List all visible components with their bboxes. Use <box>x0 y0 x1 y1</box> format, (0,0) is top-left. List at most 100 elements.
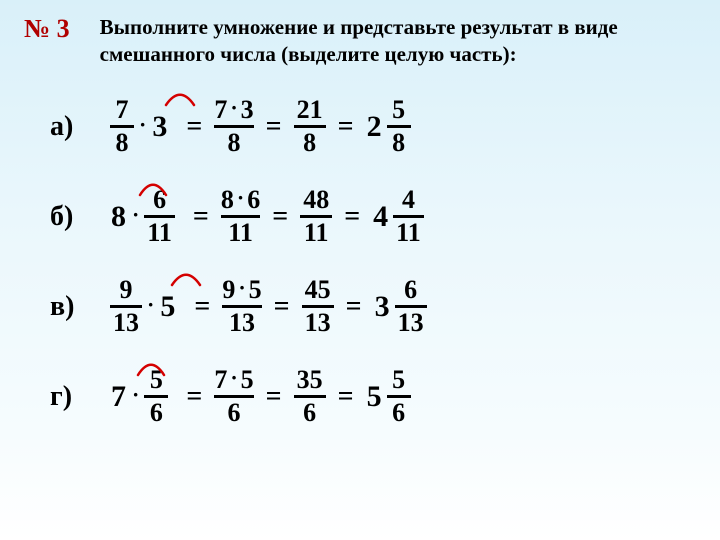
numerator: 6 <box>401 277 420 303</box>
row-label: а) <box>50 111 102 143</box>
numerator-product: 7 · 5 <box>214 367 253 393</box>
numerator: 5 <box>147 367 166 393</box>
denominator: 13 <box>226 310 258 336</box>
row-label: г) <box>50 381 102 413</box>
instruction-text: Выполните умножение и представьте резуль… <box>100 14 696 69</box>
problem-number: № 3 <box>24 14 70 44</box>
denominator: 6 <box>389 400 408 426</box>
lhs: 7 · 5 6 <box>108 367 170 426</box>
lhs: 7 8 · 3 <box>108 97 170 156</box>
denominator: 8 <box>389 130 408 156</box>
mixed-number: 5 5 6 <box>364 367 413 426</box>
integer-factor: 3 <box>152 110 167 144</box>
equals-sign: = <box>266 111 282 143</box>
step1-fraction: 7 · 5 6 <box>214 367 253 426</box>
numerator-product: 7 · 3 <box>214 97 253 123</box>
whole-part: 5 <box>367 380 382 414</box>
denominator: 8 <box>113 130 132 156</box>
lhs: 8 · 6 11 <box>108 187 177 246</box>
fraction: 6 11 <box>144 187 175 246</box>
equation-row-v: в) 9 13 · 5 = 9 · 5 13 = 45 13 = <box>50 273 690 341</box>
equals-sign: = <box>266 381 282 413</box>
whole-part: 2 <box>367 110 382 144</box>
denominator: 11 <box>393 220 424 246</box>
denominator: 13 <box>395 310 427 336</box>
equals-sign: = <box>346 291 362 323</box>
equation-row-a: а) 7 8 · 3 = 7 · 3 8 = 21 8 = <box>50 93 690 161</box>
integer-factor: 5 <box>160 290 175 324</box>
numerator: 9 <box>117 277 136 303</box>
denominator: 8 <box>224 130 243 156</box>
dot-icon: · <box>132 382 139 408</box>
step2-fraction: 45 13 <box>302 277 334 336</box>
denominator: 8 <box>300 130 319 156</box>
equals-sign: = <box>274 291 290 323</box>
equals-sign: = <box>186 111 202 143</box>
header: № 3 Выполните умножение и представьте ре… <box>0 0 720 75</box>
equations-block: а) 7 8 · 3 = 7 · 3 8 = 21 8 = <box>0 75 720 431</box>
numerator: 5 <box>389 97 408 123</box>
dot-icon: · <box>230 97 237 119</box>
numerator: 45 <box>302 277 334 303</box>
numerator: 35 <box>294 367 326 393</box>
numerator: 6 <box>150 187 169 213</box>
equals-sign: = <box>272 201 288 233</box>
dot-icon: · <box>237 187 244 209</box>
row-label: в) <box>50 291 102 323</box>
factor: 7 <box>214 367 227 393</box>
factor: 5 <box>249 277 262 303</box>
step1-fraction: 8 · 6 11 <box>221 187 260 246</box>
equation-row-g: г) 7 · 5 6 = 7 · 5 6 = 35 6 = <box>50 363 690 431</box>
step2-fraction: 35 6 <box>294 367 326 426</box>
denominator: 11 <box>144 220 175 246</box>
factor: 3 <box>241 97 254 123</box>
equals-sign: = <box>186 381 202 413</box>
numerator-product: 8 · 6 <box>221 187 260 213</box>
integer-factor: 8 <box>111 200 126 234</box>
dot-icon: · <box>230 367 237 389</box>
row-label: б) <box>50 201 102 233</box>
step2-fraction: 48 11 <box>300 187 332 246</box>
step1-fraction: 9 · 5 13 <box>222 277 261 336</box>
numerator-product: 9 · 5 <box>222 277 261 303</box>
fraction: 5 6 <box>144 367 168 426</box>
fraction: 7 8 <box>110 97 134 156</box>
numerator: 5 <box>389 367 408 393</box>
mixed-number: 2 5 8 <box>364 97 413 156</box>
denominator: 6 <box>300 400 319 426</box>
dot-icon: · <box>147 292 154 318</box>
equals-sign: = <box>338 381 354 413</box>
lhs: 9 13 · 5 <box>108 277 178 336</box>
denominator: 13 <box>110 310 142 336</box>
step2-fraction: 21 8 <box>294 97 326 156</box>
denominator: 11 <box>301 220 332 246</box>
factor: 5 <box>241 367 254 393</box>
whole-part: 3 <box>375 290 390 324</box>
factor: 8 <box>221 187 234 213</box>
factor: 9 <box>222 277 235 303</box>
integer-factor: 7 <box>111 380 126 414</box>
factor: 7 <box>214 97 227 123</box>
numerator: 21 <box>294 97 326 123</box>
dot-icon: · <box>238 277 245 299</box>
equals-sign: = <box>194 291 210 323</box>
fraction: 5 6 <box>387 367 411 426</box>
denominator: 6 <box>224 400 243 426</box>
denominator: 13 <box>302 310 334 336</box>
fraction: 9 13 <box>110 277 142 336</box>
equation-row-b: б) 8 · 6 11 = 8 · 6 11 = 48 11 = <box>50 183 690 251</box>
numerator: 48 <box>300 187 332 213</box>
mixed-number: 4 4 11 <box>370 187 426 246</box>
factor: 6 <box>247 187 260 213</box>
step1-fraction: 7 · 3 8 <box>214 97 253 156</box>
fraction: 5 8 <box>387 97 411 156</box>
equals-sign: = <box>344 201 360 233</box>
whole-part: 4 <box>373 200 388 234</box>
fraction: 4 11 <box>393 187 424 246</box>
equals-sign: = <box>193 201 209 233</box>
denominator: 6 <box>147 400 166 426</box>
fraction: 6 13 <box>395 277 427 336</box>
numerator: 7 <box>113 97 132 123</box>
numerator: 4 <box>399 187 418 213</box>
dot-icon: · <box>139 112 146 138</box>
